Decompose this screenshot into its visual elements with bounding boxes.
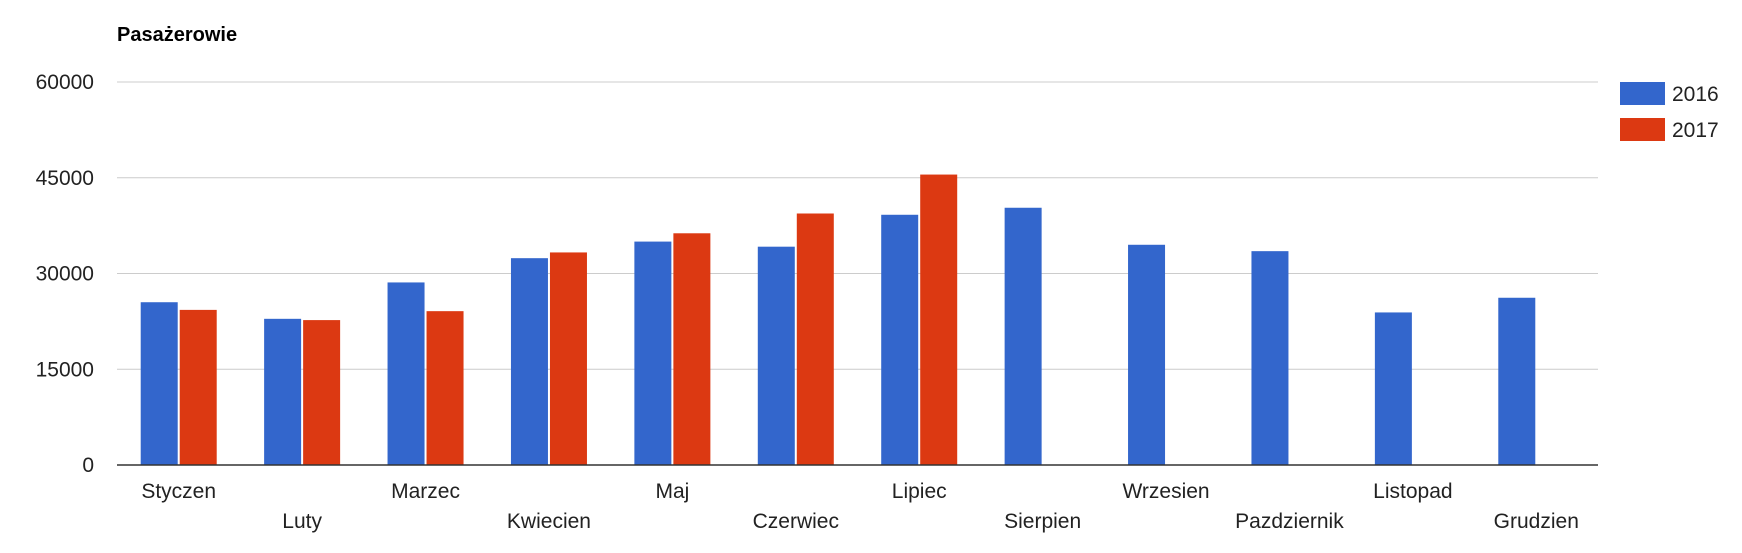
x-tick-label: Czerwiec [753, 510, 839, 533]
legend-swatch-2016 [1620, 82, 1665, 105]
bar-2017-marzec [426, 311, 464, 465]
bars-layer [140, 174, 1536, 466]
bar-2017-maj [673, 233, 711, 465]
x-tick-label: Listopad [1373, 480, 1452, 503]
x-tick-label: Maj [655, 480, 689, 503]
bar-2017-kwiecien [549, 252, 587, 465]
axis-layer: 0 15000 30000 45000 60000 Styczen Luty Marzec Kw… [36, 71, 1598, 533]
bar-2017-czerwiec [796, 213, 834, 465]
y-tick-label: 45000 [36, 167, 94, 190]
grid-layer [117, 81, 1598, 370]
bar-2016-maj [634, 241, 672, 465]
legend-label: 2016 [1672, 83, 1719, 106]
y-tick-label: 60000 [36, 71, 94, 94]
bar-2016-luty [264, 318, 302, 465]
x-tick-label: Grudzien [1494, 510, 1579, 533]
bar-2016-listopad [1374, 312, 1412, 465]
y-tick-label: 30000 [36, 263, 94, 286]
bar-2016-kwiecien [510, 258, 548, 465]
x-tick-label: Styczen [141, 480, 216, 503]
bar-2016-czerwiec [757, 246, 795, 465]
chart-title: Pasażerowie [117, 24, 237, 46]
bar-2016-wrzesien [1128, 244, 1166, 465]
bar-2016-grudzien [1498, 297, 1536, 465]
bar-2016-lipiec [881, 214, 919, 465]
bar-2017-lipiec [920, 174, 958, 465]
y-tick-label: 0 [82, 454, 94, 477]
x-tick-label: Wrzesien [1122, 480, 1209, 503]
bar-2016-sierpien [1004, 207, 1042, 466]
bar-2016-marzec [387, 282, 425, 465]
legend-swatch-2017 [1620, 118, 1665, 141]
legend: 2016 2017 [1620, 82, 1719, 142]
bar-2017-luty [303, 320, 341, 465]
bar-2016-styczen [140, 302, 178, 465]
legend-label: 2017 [1672, 119, 1719, 142]
x-tick-label: Pazdziernik [1235, 510, 1344, 533]
x-tick-label: Kwiecien [507, 510, 591, 533]
x-tick-label: Marzec [391, 480, 460, 503]
bar-2017-styczen [179, 309, 217, 465]
x-tick-label: Sierpien [1004, 510, 1081, 533]
bar-2016-pazdziernik [1251, 251, 1289, 465]
y-tick-label: 15000 [36, 358, 94, 381]
x-tick-label: Lipiec [892, 480, 947, 503]
x-tick-label: Luty [282, 510, 322, 533]
